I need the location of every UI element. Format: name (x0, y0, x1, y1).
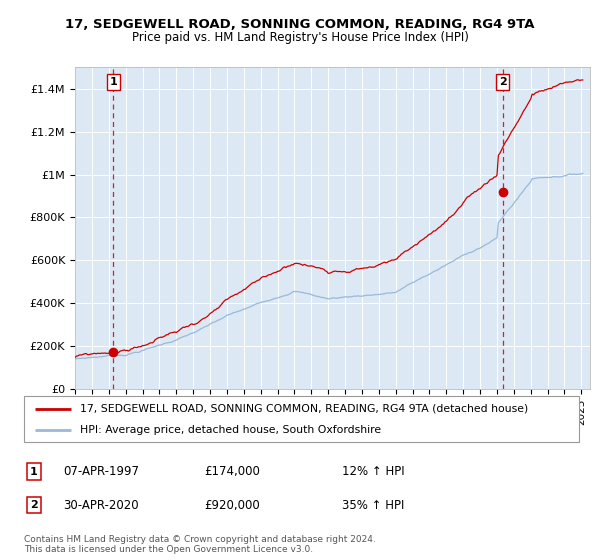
Text: HPI: Average price, detached house, South Oxfordshire: HPI: Average price, detached house, Sout… (79, 425, 380, 435)
Text: £920,000: £920,000 (204, 498, 260, 512)
Text: £174,000: £174,000 (204, 465, 260, 478)
Text: 17, SEDGEWELL ROAD, SONNING COMMON, READING, RG4 9TA: 17, SEDGEWELL ROAD, SONNING COMMON, READ… (65, 18, 535, 31)
Text: 2: 2 (30, 500, 38, 510)
Text: 35% ↑ HPI: 35% ↑ HPI (342, 498, 404, 512)
Text: 1: 1 (109, 77, 117, 87)
Text: Contains HM Land Registry data © Crown copyright and database right 2024.
This d: Contains HM Land Registry data © Crown c… (24, 535, 376, 554)
Text: 1: 1 (30, 466, 38, 477)
Text: 07-APR-1997: 07-APR-1997 (63, 465, 139, 478)
Text: 30-APR-2020: 30-APR-2020 (63, 498, 139, 512)
Text: Price paid vs. HM Land Registry's House Price Index (HPI): Price paid vs. HM Land Registry's House … (131, 31, 469, 44)
Text: 12% ↑ HPI: 12% ↑ HPI (342, 465, 404, 478)
Text: 2: 2 (499, 77, 506, 87)
Text: 17, SEDGEWELL ROAD, SONNING COMMON, READING, RG4 9TA (detached house): 17, SEDGEWELL ROAD, SONNING COMMON, READ… (79, 404, 528, 414)
FancyBboxPatch shape (24, 396, 579, 442)
